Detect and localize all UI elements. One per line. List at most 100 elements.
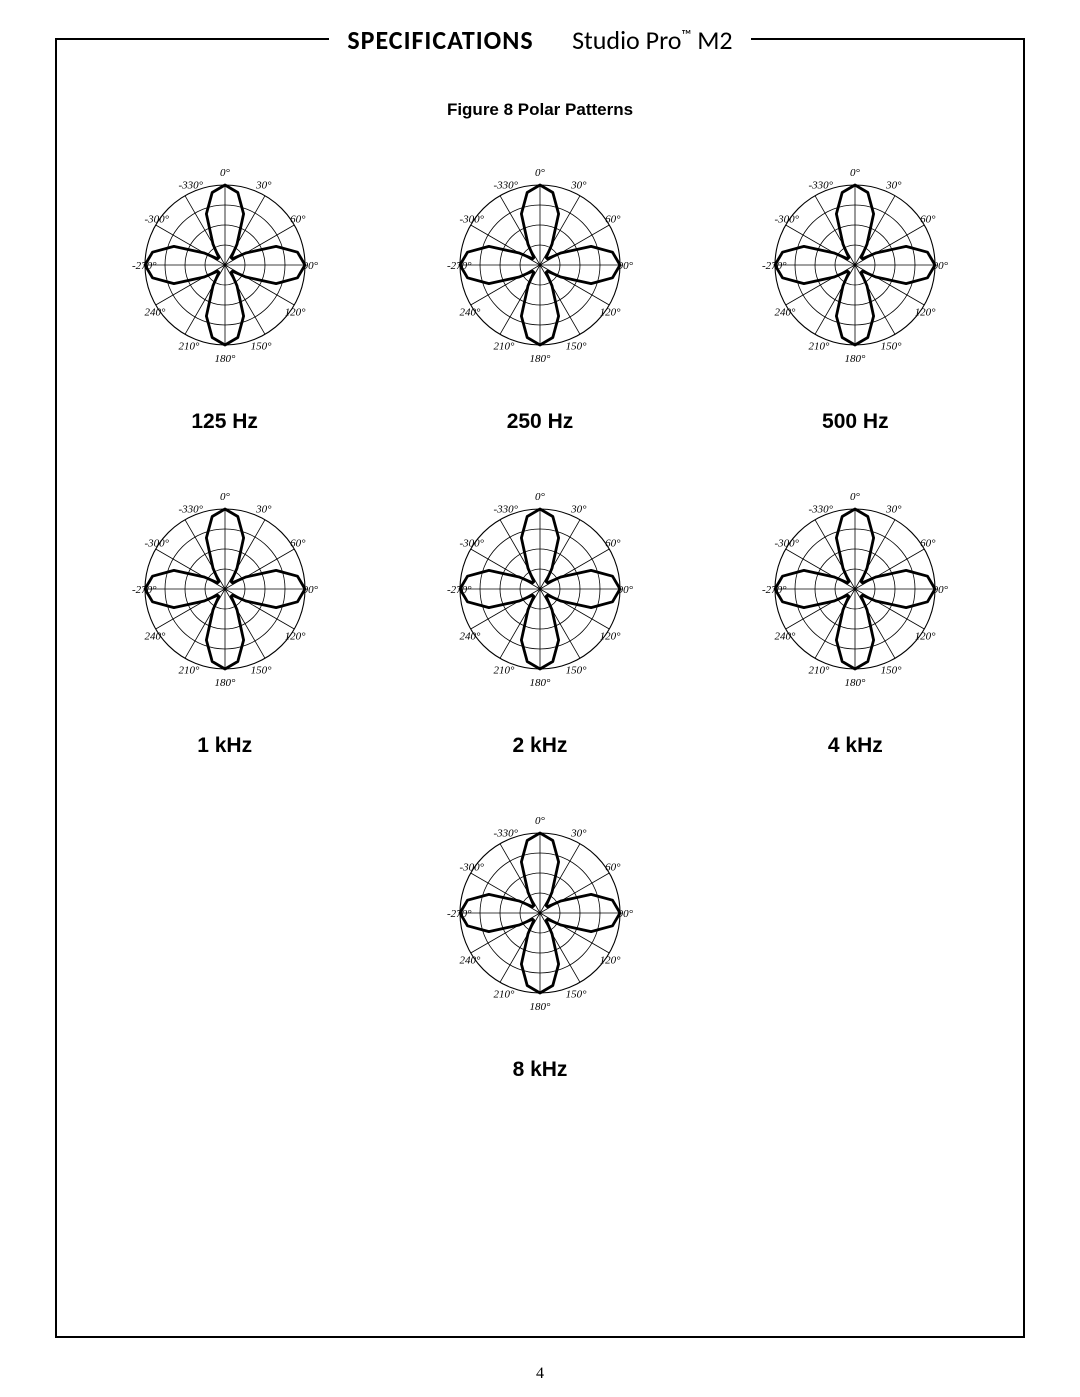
polar-tick-label: 60° [605, 862, 621, 874]
polar-chart-label: 250 Hz [390, 410, 690, 434]
polar-tick-label: -300° [459, 862, 484, 874]
polar-tick-label: 120° [600, 631, 622, 643]
polar-tick-label: 0° [220, 491, 231, 503]
polar-tick-label: 180° [214, 677, 236, 689]
polar-tick-label: -330° [493, 503, 518, 515]
polar-tick-label: 180° [530, 1001, 552, 1013]
polar-tick-label: 150° [250, 341, 272, 353]
polar-chart: 0°30°60°90°120°150°180°210°240°-270°-300… [425, 150, 655, 380]
polar-chart-label: 4 kHz [705, 734, 1005, 758]
polar-tick-label: 150° [566, 989, 588, 1001]
polar-tick-label: 60° [605, 214, 621, 226]
polar-tick-label: 60° [920, 214, 936, 226]
polar-tick-label: -300° [775, 538, 800, 550]
tm-symbol: ™ [681, 26, 691, 43]
polar-tick-label: 180° [214, 353, 236, 365]
polar-tick-label: 30° [570, 827, 587, 839]
polar-tick-label: -300° [459, 538, 484, 550]
polar-tick-label: 240° [775, 631, 797, 643]
polar-chart: 0°30°60°90°120°150°180°210°240°-270°-300… [110, 474, 340, 704]
polar-chart-cell: 0°30°60°90°120°150°180°210°240°-270°-300… [705, 474, 1005, 758]
polar-chart: 0°30°60°90°120°150°180°210°240°-270°-300… [110, 150, 340, 380]
polar-chart-cell: 0°30°60°90°120°150°180°210°240°-270°-300… [67, 798, 1013, 1082]
polar-tick-label: -330° [494, 827, 519, 839]
polar-tick-label: 240° [459, 307, 481, 319]
product-name: Studio Pro [572, 24, 681, 56]
polar-tick-label: 210° [809, 665, 831, 677]
figure-caption: Figure 8 Polar Patterns [57, 100, 1023, 120]
polar-tick-label: 0° [535, 815, 546, 827]
polar-tick-label: 120° [915, 307, 937, 319]
polar-tick-label: 120° [915, 631, 937, 643]
page: SPECIFICATIONS Studio Pro™ M2 Figure 8 P… [0, 0, 1080, 1397]
polar-tick-label: 180° [530, 353, 552, 365]
polar-tick-label: 0° [850, 167, 861, 179]
chart-grid: 0°30°60°90°120°150°180°210°240°-270°-300… [57, 150, 1023, 1122]
polar-tick-label: 240° [144, 307, 166, 319]
polar-tick-label: 150° [881, 341, 903, 353]
polar-tick-label: 150° [566, 341, 588, 353]
polar-tick-label: -300° [775, 214, 800, 226]
polar-tick-label: 120° [284, 307, 306, 319]
polar-tick-label: 150° [250, 665, 272, 677]
polar-chart-label: 125 Hz [75, 410, 375, 434]
polar-chart-cell: 0°30°60°90°120°150°180°210°240°-270°-300… [390, 150, 690, 434]
header-bar: SPECIFICATIONS Studio Pro™ M2 [57, 24, 1023, 56]
polar-tick-label: 30° [885, 179, 902, 191]
polar-tick-label: 240° [459, 955, 481, 967]
polar-tick-label: 180° [530, 677, 552, 689]
polar-chart: 0°30°60°90°120°150°180°210°240°-270°-300… [740, 150, 970, 380]
product-label: Studio Pro™ M2 [572, 24, 733, 56]
polar-tick-label: 240° [144, 631, 166, 643]
polar-tick-label: 60° [920, 538, 936, 550]
polar-tick-label: 210° [178, 341, 200, 353]
polar-tick-label: 210° [493, 341, 515, 353]
polar-chart-cell: 0°30°60°90°120°150°180°210°240°-270°-300… [390, 474, 690, 758]
product-suffix: M2 [697, 24, 732, 56]
polar-tick-label: 240° [775, 307, 797, 319]
polar-tick-label: 120° [284, 631, 306, 643]
polar-tick-label: 210° [809, 341, 831, 353]
polar-chart: 0°30°60°90°120°150°180°210°240°-270°-300… [425, 474, 655, 704]
polar-tick-label: 150° [566, 665, 588, 677]
polar-tick-label: 60° [290, 538, 306, 550]
polar-tick-label: 210° [493, 665, 515, 677]
polar-tick-label: 60° [605, 538, 621, 550]
page-number: 4 [0, 1365, 1080, 1383]
polar-tick-label: -330° [809, 179, 834, 191]
polar-tick-label: 30° [570, 503, 587, 515]
polar-tick-label: 0° [220, 167, 231, 179]
polar-tick-label: -330° [493, 179, 518, 191]
polar-tick-label: 60° [290, 214, 306, 226]
polar-chart-label: 500 Hz [705, 410, 1005, 434]
polar-tick-label: -330° [178, 179, 203, 191]
polar-chart: 0°30°60°90°120°150°180°210°240°-270°-300… [740, 474, 970, 704]
polar-tick-label: 180° [845, 353, 867, 365]
polar-chart-label: 1 kHz [75, 734, 375, 758]
polar-tick-label: 30° [570, 179, 587, 191]
polar-tick-label: -330° [178, 503, 203, 515]
polar-chart-label: 8 kHz [67, 1058, 1013, 1082]
polar-chart-cell: 0°30°60°90°120°150°180°210°240°-270°-300… [75, 150, 375, 434]
polar-tick-label: 30° [255, 503, 272, 515]
polar-tick-label: 120° [600, 955, 622, 967]
polar-tick-label: 120° [600, 307, 622, 319]
polar-tick-label: 0° [850, 491, 861, 503]
polar-chart: 0°30°60°90°120°150°180°210°240°-270°-300… [425, 798, 655, 1028]
polar-tick-label: 240° [459, 631, 481, 643]
polar-tick-label: -300° [459, 214, 484, 226]
polar-tick-label: -330° [809, 503, 834, 515]
header-title: SPECIFICATIONS Studio Pro™ M2 [329, 24, 750, 56]
polar-tick-label: -300° [144, 214, 169, 226]
polar-tick-label: 180° [845, 677, 867, 689]
spec-label: SPECIFICATIONS [347, 24, 533, 56]
polar-chart-cell: 0°30°60°90°120°150°180°210°240°-270°-300… [75, 474, 375, 758]
polar-tick-label: 150° [881, 665, 903, 677]
polar-tick-label: 210° [178, 665, 200, 677]
polar-chart-cell: 0°30°60°90°120°150°180°210°240°-270°-300… [705, 150, 1005, 434]
polar-tick-label: 30° [885, 503, 902, 515]
polar-tick-label: 0° [535, 167, 546, 179]
content-frame: SPECIFICATIONS Studio Pro™ M2 Figure 8 P… [55, 38, 1025, 1338]
polar-tick-label: -300° [144, 538, 169, 550]
polar-chart-label: 2 kHz [390, 734, 690, 758]
